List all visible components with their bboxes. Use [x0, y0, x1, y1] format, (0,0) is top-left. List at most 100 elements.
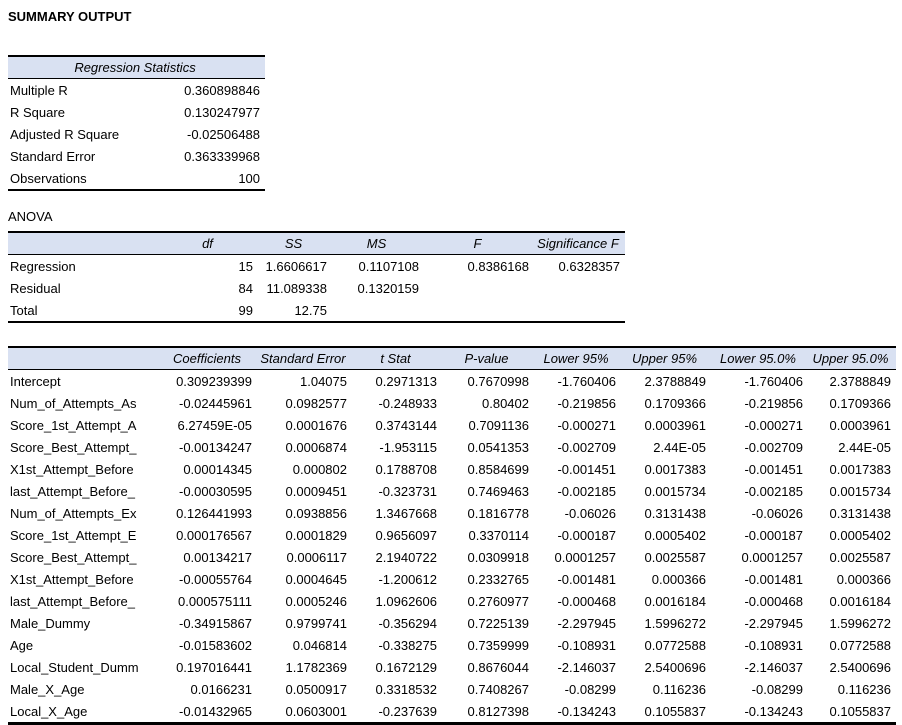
- row-label-cell[interactable]: Age: [10, 637, 34, 653]
- value-cell[interactable]: 0.0003961: [829, 417, 891, 433]
- value-cell[interactable]: 0.0982577: [285, 395, 347, 411]
- value-cell[interactable]: 99: [238, 302, 253, 318]
- row-label-cell[interactable]: Multiple R: [10, 82, 68, 98]
- value-cell[interactable]: 0.0017383: [644, 461, 706, 477]
- value-cell[interactable]: -1.200612: [378, 571, 437, 587]
- value-cell[interactable]: 0.0001257: [554, 549, 616, 565]
- value-cell[interactable]: 0.1055837: [644, 703, 706, 719]
- value-cell[interactable]: 0.0006874: [285, 439, 347, 455]
- value-cell[interactable]: 0.0006117: [286, 549, 348, 565]
- value-cell[interactable]: 0.0772588: [829, 637, 891, 653]
- value-cell[interactable]: -0.00134247: [178, 439, 252, 455]
- value-cell[interactable]: 2.44E-05: [653, 439, 706, 455]
- value-cell[interactable]: [424, 277, 534, 299]
- value-cell[interactable]: 0.0016184: [829, 593, 891, 609]
- value-cell[interactable]: 0.0009451: [285, 483, 347, 499]
- value-cell[interactable]: -0.237639: [378, 703, 437, 719]
- row-label-cell[interactable]: Residual: [10, 280, 61, 296]
- value-cell[interactable]: 0.0001829: [285, 527, 347, 543]
- value-cell[interactable]: -0.000187: [744, 527, 803, 543]
- value-cell[interactable]: 0.8584699: [467, 461, 529, 477]
- value-cell[interactable]: -0.00055764: [178, 571, 252, 587]
- value-cell[interactable]: -0.02445961: [178, 395, 252, 411]
- value-cell[interactable]: 12.75: [294, 302, 327, 318]
- value-cell[interactable]: 11.089338: [266, 280, 328, 296]
- row-label-cell[interactable]: Local_Student_Dumm: [10, 659, 139, 675]
- value-cell[interactable]: 0.000366: [836, 571, 891, 587]
- value-cell[interactable]: -2.297945: [744, 615, 803, 631]
- row-label-cell[interactable]: Score_1st_Attempt_A: [10, 417, 137, 433]
- row-label-cell[interactable]: Total: [10, 302, 38, 318]
- value-cell[interactable]: 84: [238, 280, 253, 296]
- value-cell[interactable]: 0.7091136: [468, 417, 530, 433]
- value-cell[interactable]: 0.0005402: [644, 527, 706, 543]
- value-cell[interactable]: -2.146037: [744, 659, 803, 675]
- value-cell[interactable]: 0.0603001: [285, 703, 347, 719]
- value-cell[interactable]: [332, 299, 424, 322]
- value-cell[interactable]: 0.0017383: [829, 461, 891, 477]
- value-cell[interactable]: 0.0015734: [829, 483, 891, 499]
- value-cell[interactable]: -0.356294: [378, 615, 437, 631]
- row-label-cell[interactable]: last_Attempt_Before_: [10, 483, 136, 499]
- value-cell[interactable]: 0.0003961: [644, 417, 706, 433]
- row-label-cell[interactable]: Score_Best_Attempt_: [10, 549, 137, 565]
- row-label-cell[interactable]: Adjusted R Square: [10, 126, 120, 142]
- value-cell[interactable]: 1.6606617: [265, 258, 327, 274]
- value-cell[interactable]: -1.760406: [744, 373, 803, 389]
- value-cell[interactable]: 0.130247977: [184, 104, 261, 120]
- value-cell[interactable]: 0.046814: [292, 637, 347, 653]
- value-cell[interactable]: 1.5996272: [829, 615, 891, 631]
- value-cell[interactable]: -0.323731: [378, 483, 437, 499]
- value-cell[interactable]: -0.000468: [557, 593, 616, 609]
- value-cell[interactable]: -0.00030595: [178, 483, 252, 499]
- value-cell[interactable]: 0.0004645: [285, 571, 347, 587]
- value-cell[interactable]: 2.5400696: [644, 659, 706, 675]
- value-cell[interactable]: 0.8127398: [467, 703, 529, 719]
- value-cell[interactable]: 0.8386168: [467, 258, 529, 274]
- value-cell[interactable]: 0.8676044: [467, 659, 529, 675]
- value-cell[interactable]: 0.2971313: [375, 373, 437, 389]
- value-cell[interactable]: -0.134243: [744, 703, 803, 719]
- value-cell[interactable]: 1.0962606: [375, 593, 437, 609]
- row-label-cell[interactable]: Standard Error: [10, 148, 96, 164]
- value-cell[interactable]: -0.108931: [744, 637, 803, 653]
- value-cell[interactable]: 0.00014345: [183, 461, 252, 477]
- row-label-cell[interactable]: Num_of_Attempts_Ex: [10, 505, 137, 521]
- value-cell[interactable]: -0.219856: [744, 395, 803, 411]
- value-cell[interactable]: 0.3370114: [468, 527, 530, 543]
- value-cell[interactable]: 0.9656097: [375, 527, 437, 543]
- value-cell[interactable]: 0.9799741: [285, 615, 347, 631]
- value-cell[interactable]: -0.001451: [744, 461, 803, 477]
- value-cell[interactable]: 2.3788849: [644, 373, 706, 389]
- value-cell[interactable]: 0.116236: [837, 681, 891, 697]
- value-cell[interactable]: 0.0309918: [467, 549, 529, 565]
- value-cell[interactable]: 6.27459E-05: [177, 417, 252, 433]
- value-cell[interactable]: -2.297945: [557, 615, 616, 631]
- value-cell[interactable]: 0.1709366: [644, 395, 706, 411]
- value-cell[interactable]: 0.0005246: [285, 593, 347, 609]
- value-cell[interactable]: 0.363339968: [184, 148, 261, 164]
- value-cell[interactable]: 0.000575111: [178, 593, 252, 609]
- value-cell[interactable]: -0.001481: [557, 571, 616, 587]
- row-label-cell[interactable]: Regression: [10, 258, 76, 274]
- value-cell[interactable]: -0.01432965: [178, 703, 252, 719]
- value-cell[interactable]: 2.1940722: [375, 549, 437, 565]
- value-cell[interactable]: -0.34915867: [178, 615, 252, 631]
- value-cell[interactable]: 0.0500917: [285, 681, 347, 697]
- value-cell[interactable]: -0.08299: [564, 681, 616, 697]
- value-cell[interactable]: 0.1709366: [829, 395, 891, 411]
- value-cell[interactable]: 0.0025587: [644, 549, 706, 565]
- value-cell[interactable]: 1.3467668: [375, 505, 437, 521]
- value-cell[interactable]: -0.219856: [557, 395, 616, 411]
- value-cell[interactable]: 0.2332765: [467, 571, 529, 587]
- value-cell[interactable]: 0.1107108: [358, 258, 420, 274]
- value-cell[interactable]: 0.0541353: [467, 439, 529, 455]
- value-cell[interactable]: -1.760406: [557, 373, 616, 389]
- value-cell[interactable]: -0.01583602: [178, 637, 252, 653]
- value-cell[interactable]: 0.0938856: [285, 505, 347, 521]
- value-cell[interactable]: [424, 299, 534, 322]
- value-cell[interactable]: -0.134243: [557, 703, 616, 719]
- value-cell[interactable]: 0.116236: [652, 681, 706, 697]
- value-cell[interactable]: 0.197016441: [176, 659, 252, 675]
- value-cell[interactable]: 0.3131438: [829, 505, 891, 521]
